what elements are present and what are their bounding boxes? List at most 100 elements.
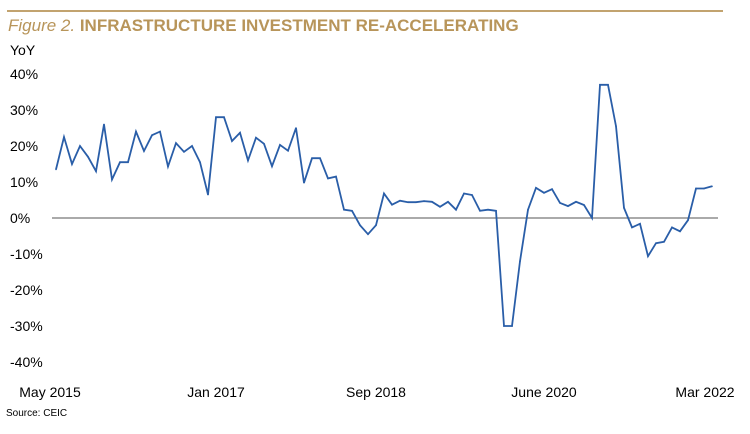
data-point [623, 207, 625, 209]
data-point [447, 201, 449, 203]
data-point [567, 205, 569, 207]
data-point [551, 188, 553, 190]
x-tick-label: Mar 2022 [675, 384, 734, 400]
data-point [327, 177, 329, 180]
data-point [695, 187, 697, 190]
data-point [263, 143, 265, 145]
data-point [71, 163, 73, 165]
title-text: INFRASTRUCTURE INVESTMENT RE-ACCELERATIN… [79, 16, 519, 35]
data-point [359, 224, 361, 226]
data-point [55, 168, 57, 171]
y-tick-label: 20% [10, 138, 38, 154]
data-point [215, 116, 217, 118]
data-point [615, 125, 617, 127]
data-point [711, 185, 713, 188]
data-point [127, 161, 129, 163]
data-point [399, 199, 401, 202]
data-point [151, 134, 153, 136]
title-rule [7, 10, 723, 12]
y-tick-label: 40% [10, 66, 38, 82]
y-tick-label: -40% [10, 354, 43, 370]
data-point [87, 156, 89, 158]
chart-title: Figure 2. INFRASTRUCTURE INVESTMENT RE-A… [8, 16, 519, 36]
data-point [111, 178, 113, 181]
data-point [247, 159, 249, 162]
data-point [199, 161, 201, 163]
data-point [511, 325, 513, 327]
data-point [255, 136, 257, 139]
x-tick-label: Jan 2017 [187, 384, 245, 400]
data-point [319, 157, 321, 160]
x-tick-label: May 2015 [19, 384, 81, 400]
data-point [599, 84, 601, 86]
data-point [655, 242, 657, 244]
data-point [687, 219, 689, 221]
source-note: Source: CEIC [6, 408, 68, 419]
data-point [463, 192, 465, 195]
data-point [167, 165, 169, 168]
data-point [135, 130, 137, 133]
data-point [143, 150, 145, 152]
data-point [383, 192, 385, 195]
data-point [679, 230, 681, 233]
data-point [527, 208, 529, 211]
data-point [311, 157, 313, 160]
data-point [103, 123, 105, 126]
data-point [271, 165, 273, 167]
data-point [543, 192, 545, 194]
data-point [703, 187, 705, 190]
y-tick-label: -30% [10, 318, 43, 334]
data-point [295, 127, 297, 129]
data-point [631, 226, 633, 229]
data-point [351, 210, 353, 212]
x-tick-label: Sep 2018 [346, 384, 406, 400]
data-point [79, 145, 81, 147]
y-axis-label: YoY [10, 42, 36, 58]
data-point [175, 142, 177, 144]
data-point [375, 224, 377, 226]
data-point [343, 208, 345, 211]
data-point [671, 226, 673, 229]
data-point [487, 208, 489, 211]
data-point [279, 144, 281, 146]
data-point [415, 201, 417, 203]
data-point [559, 202, 561, 204]
data-point [423, 200, 425, 202]
data-point [647, 255, 649, 257]
data-point [95, 170, 97, 172]
data-point [287, 149, 289, 152]
figure-label: Figure 2. [8, 16, 76, 35]
data-point [535, 186, 537, 189]
data-point [207, 193, 209, 196]
data-point [391, 203, 393, 206]
data-point [231, 140, 233, 142]
y-tick-label: -20% [10, 282, 43, 298]
data-point [191, 145, 193, 147]
x-tick-label: June 2020 [511, 384, 577, 400]
data-point [575, 201, 577, 203]
data-point [407, 201, 409, 203]
data-point [639, 222, 641, 225]
data-point [367, 233, 369, 235]
data-point [159, 130, 161, 133]
data-point [503, 325, 505, 327]
data-point [495, 210, 497, 212]
y-tick-label: 0% [10, 210, 30, 226]
data-point [591, 217, 593, 219]
data-point [455, 208, 457, 211]
data-point [479, 210, 481, 212]
data-point [607, 84, 609, 86]
data-point [223, 116, 225, 118]
series-line [55, 83, 713, 327]
data-point [663, 240, 665, 243]
y-tick-label: -10% [10, 246, 43, 262]
data-point [431, 201, 433, 203]
data-point [471, 194, 473, 196]
data-point [119, 161, 121, 163]
data-point [63, 136, 65, 138]
y-tick-label: 10% [10, 174, 38, 190]
data-point [335, 175, 337, 178]
data-point [239, 131, 241, 134]
data-point [439, 206, 441, 208]
